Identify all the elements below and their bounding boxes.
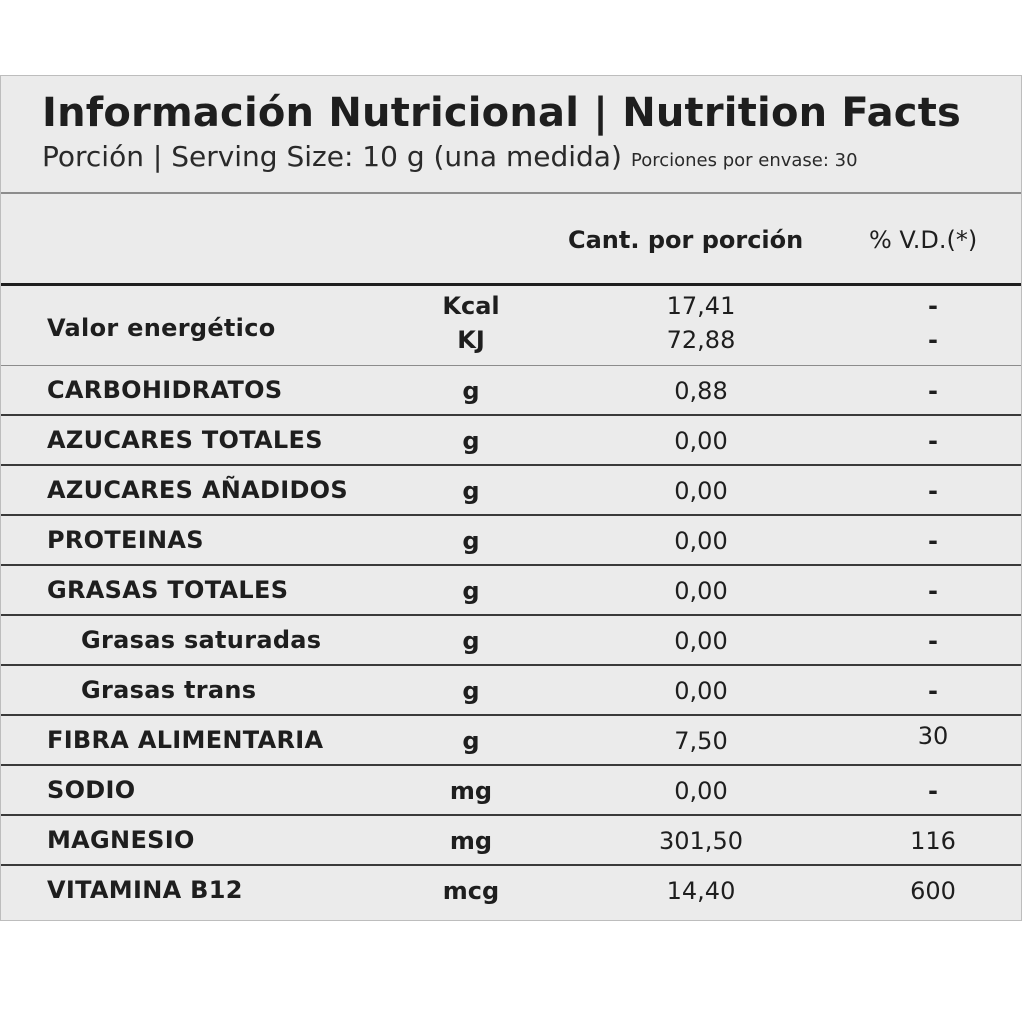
- nutrient-row-proteins: PROTEINAS g 0,00 -: [1, 516, 1021, 566]
- nutrient-daily-value: -: [928, 377, 938, 405]
- nutrient-row-vitamin-b12: VITAMINA B12 mcg 14,40 600: [1, 866, 1021, 916]
- nutrient-name: Grasas trans: [81, 676, 257, 704]
- nutrient-daily-value: 600: [910, 877, 956, 905]
- nutrient-name: MAGNESIO: [47, 826, 195, 854]
- nutrient-amount: 17,41: [666, 292, 736, 320]
- nutrient-unit: g: [462, 627, 480, 655]
- nutrient-unit: mg: [449, 827, 493, 855]
- nutrient-daily-value: -: [928, 477, 938, 505]
- nutrient-daily-value: -: [928, 326, 938, 354]
- nutrient-daily-value: -: [928, 577, 938, 605]
- nutrient-row-total-sugars: AZUCARES TOTALES g 0,00 -: [1, 416, 1021, 466]
- column-header-amount: Cant. por porción: [568, 226, 804, 254]
- nutrition-facts-panel: Información Nutricional | Nutrition Fact…: [0, 75, 1022, 921]
- nutrient-unit: KJ: [457, 326, 485, 354]
- nutrient-name: PROTEINAS: [47, 526, 204, 554]
- nutrient-unit: g: [462, 677, 480, 705]
- nutrient-amount: 0,00: [674, 477, 728, 505]
- nutrient-daily-value: -: [928, 677, 938, 705]
- label-title: Información Nutricional | Nutrition Fact…: [42, 90, 962, 136]
- nutrient-row-sodium: SODIO mg 0,00 -: [1, 766, 1021, 816]
- nutrient-name: Valor energético: [47, 314, 276, 342]
- serving-info: Porción | Serving Size: 10 g (una medida…: [42, 140, 858, 173]
- nutrient-daily-value: -: [928, 627, 938, 655]
- nutrient-amount: 0,00: [674, 777, 728, 805]
- nutrient-name: AZUCARES TOTALES: [47, 426, 323, 454]
- serving-size: Porción | Serving Size: 10 g (una medida…: [42, 140, 622, 173]
- nutrient-daily-value: 116: [910, 827, 956, 855]
- nutrient-name: GRASAS TOTALES: [47, 576, 289, 604]
- nutrient-unit: g: [462, 577, 480, 605]
- nutrient-row-magnesium: MAGNESIO mg 301,50 116: [1, 816, 1021, 866]
- nutrient-amount: 0,00: [674, 627, 728, 655]
- column-headers: Cant. por porción % V.D.(*): [1, 194, 1021, 286]
- nutrient-name: CARBOHIDRATOS: [47, 376, 283, 404]
- nutrient-daily-value: -: [928, 427, 938, 455]
- nutrient-daily-value: -: [928, 777, 938, 805]
- nutrient-amount: 0,00: [674, 577, 728, 605]
- nutrient-amount: 0,88: [674, 377, 728, 405]
- nutrient-table: Valor energético Kcal 17,41 - KJ 72,88 -…: [1, 286, 1021, 916]
- nutrient-unit: Kcal: [442, 292, 500, 320]
- nutrient-row-added-sugars: AZUCARES AÑADIDOS g 0,00 -: [1, 466, 1021, 516]
- nutrient-unit: g: [462, 377, 480, 405]
- nutrient-name: AZUCARES AÑADIDOS: [47, 476, 348, 504]
- nutrient-row-saturated-fat: Grasas saturadas g 0,00 -: [1, 616, 1021, 666]
- nutrient-amount: 0,00: [674, 677, 728, 705]
- servings-per-container: Porciones por envase: 30: [630, 150, 858, 171]
- nutrient-unit: mcg: [442, 877, 500, 905]
- nutrient-name: VITAMINA B12: [47, 876, 243, 904]
- nutrient-row-carbohydrates: CARBOHIDRATOS g 0,88 -: [1, 366, 1021, 416]
- nutrient-amount: 301,50: [659, 827, 743, 855]
- nutrient-name: FIBRA ALIMENTARIA: [47, 726, 324, 754]
- nutrient-amount: 72,88: [666, 326, 736, 354]
- nutrient-unit: g: [462, 727, 480, 755]
- nutrient-row-trans-fat: Grasas trans g 0,00 -: [1, 666, 1021, 716]
- nutrient-daily-value: 30: [917, 722, 949, 750]
- nutrient-amount: 0,00: [674, 427, 728, 455]
- nutrient-row-dietary-fiber: FIBRA ALIMENTARIA g 7,50 30: [1, 716, 1021, 766]
- nutrient-unit: mg: [449, 777, 493, 805]
- nutrient-amount: 14,40: [666, 877, 736, 905]
- nutrient-amount: 7,50: [674, 727, 728, 755]
- column-header-daily-value: % V.D.(*): [869, 226, 978, 254]
- nutrient-unit: g: [462, 477, 480, 505]
- nutrient-row-total-fat: GRASAS TOTALES g 0,00 -: [1, 566, 1021, 616]
- nutrient-daily-value: -: [928, 292, 938, 320]
- nutrient-row-energy: Valor energético Kcal 17,41 - KJ 72,88 -: [1, 286, 1021, 366]
- label-header: Información Nutricional | Nutrition Fact…: [1, 76, 1021, 194]
- nutrient-name: Grasas saturadas: [81, 626, 322, 654]
- nutrient-unit: g: [462, 427, 480, 455]
- nutrient-name: SODIO: [47, 776, 136, 804]
- nutrient-unit: g: [462, 527, 480, 555]
- nutrient-amount: 0,00: [674, 527, 728, 555]
- nutrient-daily-value: -: [928, 527, 938, 555]
